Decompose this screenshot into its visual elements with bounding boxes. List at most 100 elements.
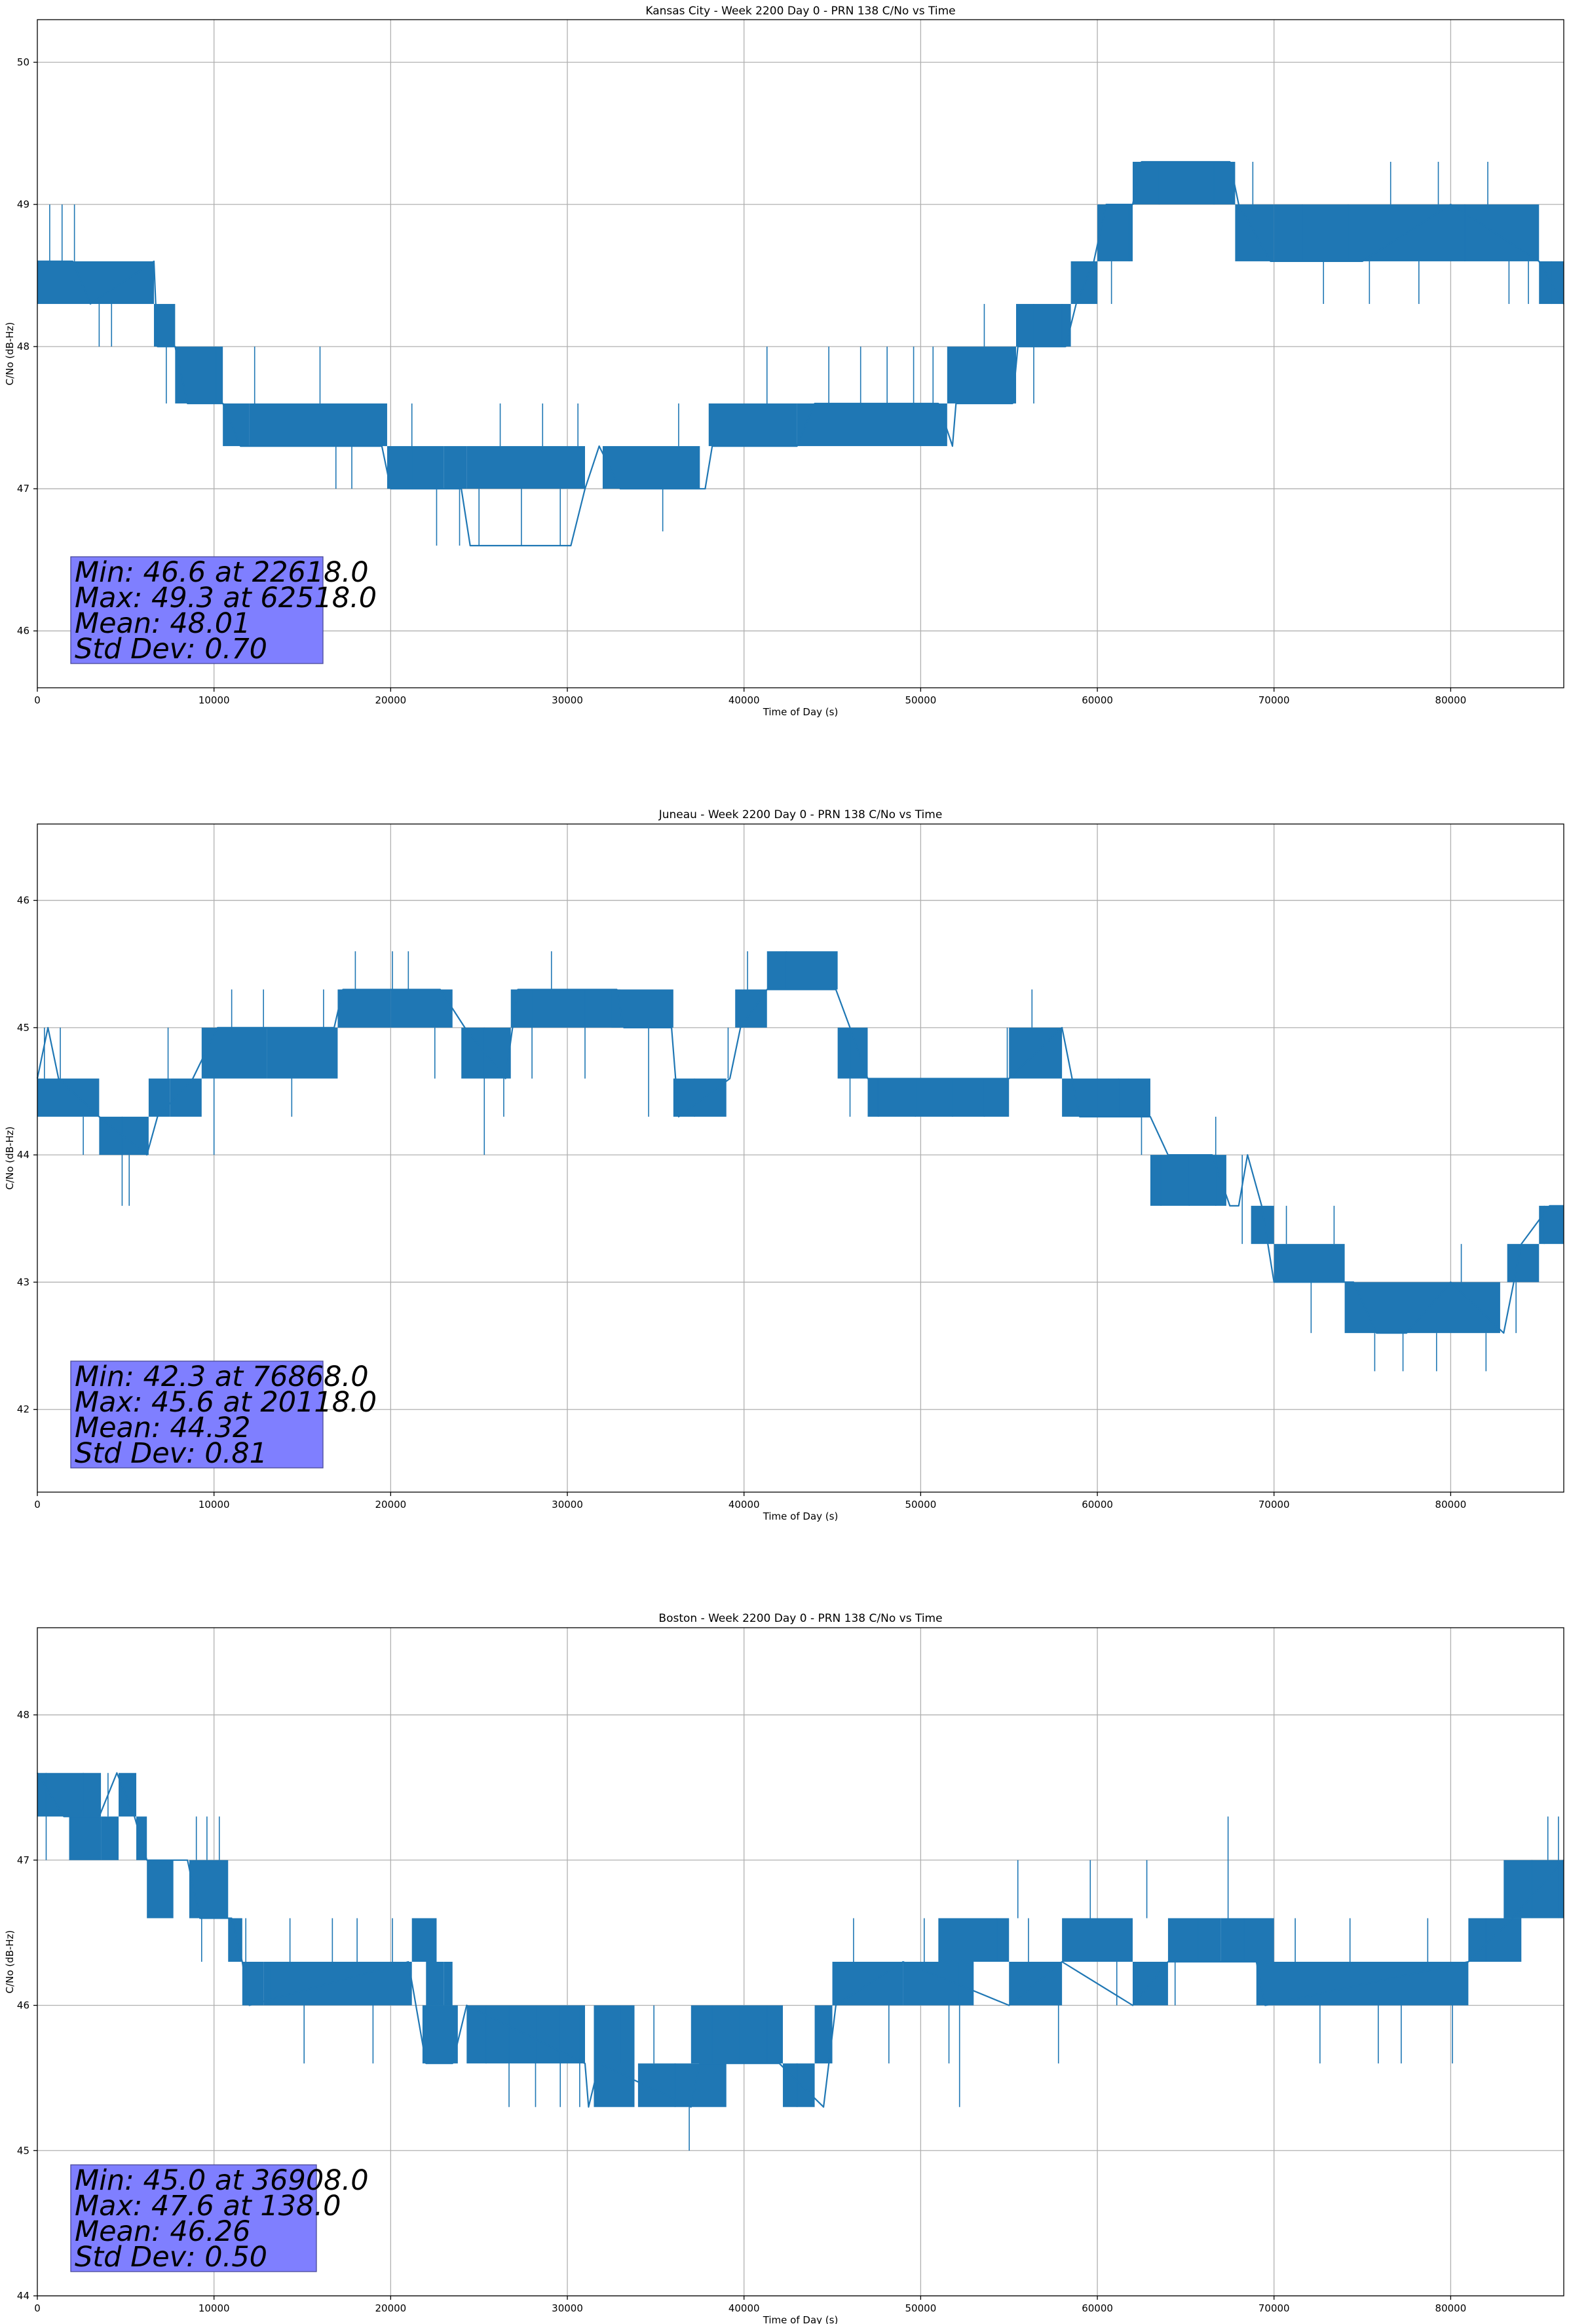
series-band [1344, 1282, 1398, 1334]
y-axis-ticks: 44 45 46 47 48 [17, 1709, 37, 2302]
series-band [938, 1918, 1010, 1962]
series-spikes [45, 1772, 1559, 2151]
y-tick-label: 44 [17, 1149, 29, 1161]
series-band [223, 403, 250, 447]
x-tick-label: 50000 [905, 2302, 937, 2314]
series-band [797, 403, 947, 447]
stat-std-dev: Std Dev: 0.70 [75, 633, 267, 665]
series-band-area [37, 951, 1564, 1334]
x-axis-ticks: 0 10000 20000 30000 40000 50000 60000 70000 8000… [34, 1492, 1466, 1510]
x-axis-label: Time of Day (s) [763, 706, 839, 718]
series-band [1070, 261, 1098, 305]
y-tick-label: 45 [17, 1022, 29, 1034]
stats-box [70, 1360, 324, 1469]
x-tick-label: 20000 [375, 1499, 406, 1510]
y-tick-label: 44 [17, 2290, 29, 2302]
x-tick-label: 60000 [1082, 694, 1113, 706]
plot-frame [37, 19, 1564, 688]
series-band [510, 989, 620, 1028]
y-axis-ticks: 42 43 44 45 46 [17, 895, 37, 1415]
series-band [1539, 1205, 1564, 1245]
panel-juneau: Juneau - Week 2200 Day 0 - PRN 138 C/No … [4, 808, 1564, 1522]
series-band [337, 989, 391, 1028]
y-axis-label: C/No (dB-Hz) [4, 322, 16, 386]
series-band [1503, 1860, 1564, 1919]
x-tick-label: 70000 [1258, 1499, 1290, 1510]
series-band [263, 1962, 412, 2006]
series-band [201, 1027, 267, 1079]
series-band [1274, 1244, 1345, 1283]
x-tick-label: 0 [34, 694, 41, 706]
series-band [708, 403, 797, 447]
x-tick-label: 80000 [1435, 694, 1467, 706]
y-tick-label: 50 [17, 56, 29, 68]
grid-lines [37, 20, 1564, 688]
x-axis-ticks: 0 10000 20000 30000 40000 50000 60000 70000 8000… [34, 2296, 1466, 2314]
y-tick-label: 42 [17, 1404, 29, 1415]
series-band [1097, 204, 1133, 261]
y-tick-label: 46 [17, 625, 29, 637]
series-band [1468, 1918, 1522, 1962]
stat-min: Min: 46.6 at 22618.0 [75, 556, 369, 589]
series-band [1062, 1078, 1150, 1117]
series-band [189, 1860, 229, 1919]
series-band [411, 1918, 437, 1962]
series-band [1507, 1244, 1540, 1283]
panel-kansas-city: Kansas City - Week 2200 Day 0 - PRN 138 … [4, 5, 1564, 718]
series-band [444, 1962, 453, 2006]
x-tick-label: 20000 [375, 2302, 406, 2314]
series-band [1150, 1155, 1226, 1206]
series-band [466, 446, 585, 489]
stat-mean: Mean: 46.26 [75, 2215, 250, 2248]
x-tick-label: 10000 [198, 2302, 230, 2314]
y-tick-label: 49 [17, 198, 29, 210]
panel-boston: Boston - Week 2200 Day 0 - PRN 138 C/No … [4, 1612, 1564, 2324]
series-band-area [37, 162, 1564, 489]
series-line [37, 160, 1564, 547]
x-axis-label: Time of Day (s) [763, 2314, 839, 2324]
series-band [867, 1078, 1010, 1117]
chart-title: Boston - Week 2200 Day 0 - PRN 138 C/No … [658, 1612, 942, 1625]
plot-frame [37, 1627, 1564, 2296]
x-tick-label: 80000 [1435, 1499, 1467, 1510]
x-tick-label: 30000 [552, 1499, 583, 1510]
chart-title: Kansas City - Week 2200 Day 0 - PRN 138 … [645, 5, 955, 18]
stat-min: Min: 42.3 at 76868.0 [75, 1360, 369, 1393]
series-band [1167, 1918, 1221, 1962]
y-axis-label: C/No (dB-Hz) [4, 1930, 16, 1994]
x-tick-label: 80000 [1435, 2302, 1467, 2314]
series-band [228, 1918, 242, 1962]
series-band [37, 261, 154, 305]
x-tick-label: 0 [34, 1499, 41, 1510]
series-band [101, 1816, 119, 1860]
series-band [426, 1962, 444, 2006]
series-band [37, 1772, 102, 1817]
y-tick-label: 48 [17, 341, 29, 352]
chart-title: Juneau - Week 2200 Day 0 - PRN 138 C/No … [658, 808, 943, 821]
stats-box [70, 2164, 317, 2272]
stat-std-dev: Std Dev: 0.50 [75, 2241, 267, 2274]
x-tick-label: 60000 [1082, 1499, 1113, 1510]
series-band [602, 446, 700, 489]
x-tick-label: 40000 [728, 1499, 760, 1510]
x-tick-label: 60000 [1082, 2302, 1113, 2314]
y-axis-label: C/No (dB-Hz) [4, 1127, 16, 1190]
series-spikes [49, 162, 1552, 546]
stat-mean: Mean: 44.32 [75, 1412, 250, 1444]
series-band [444, 446, 467, 489]
series-band [611, 989, 673, 1028]
y-tick-label: 43 [17, 1276, 29, 1288]
series-band [594, 2005, 635, 2107]
series-band [903, 1962, 974, 2006]
series-band [390, 989, 453, 1028]
series-band [690, 2005, 784, 2064]
series-band [673, 1078, 727, 1117]
series-band [1220, 1918, 1274, 1962]
series-band [735, 989, 767, 1028]
series-band [69, 1816, 102, 1860]
stats-box [70, 556, 324, 664]
x-tick-label: 70000 [1258, 2302, 1290, 2314]
series-line [37, 1772, 1564, 2108]
x-tick-label: 10000 [198, 1499, 230, 1510]
series-band [637, 2063, 727, 2107]
